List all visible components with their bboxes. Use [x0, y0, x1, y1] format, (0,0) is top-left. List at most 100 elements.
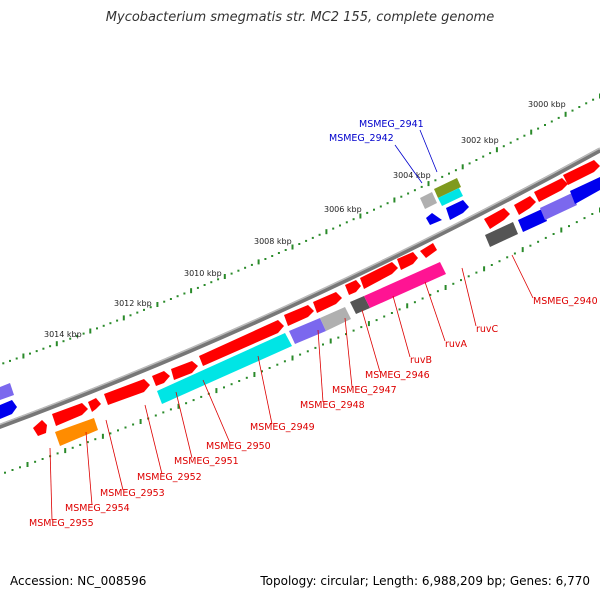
minor-tick	[86, 441, 89, 444]
minor-tick	[169, 408, 172, 411]
gene-arrow-blue[interactable]	[446, 200, 469, 220]
minor-tick	[529, 244, 532, 247]
gene-label[interactable]: MSMEG_2948	[300, 400, 365, 411]
gene-block-magenta[interactable]	[364, 262, 446, 308]
minor-tick	[203, 284, 206, 286]
minor-tick	[261, 370, 263, 373]
minor-tick	[305, 239, 308, 242]
gene-arrow[interactable]	[514, 196, 536, 215]
gene-arrow[interactable]	[52, 403, 88, 426]
genome-backbone	[0, 147, 600, 429]
minor-tick	[276, 363, 279, 366]
gene-arrow-blue[interactable]	[0, 400, 17, 419]
leader-line	[317, 329, 324, 403]
minor-tick	[523, 134, 526, 137]
gene-label[interactable]: MSMEG_2942	[329, 133, 394, 144]
minor-tick	[162, 411, 165, 414]
gene-label[interactable]: MSMEG_2941	[359, 119, 424, 130]
genome-backbone-highlight	[0, 147, 600, 426]
gene-block-orange[interactable]	[55, 418, 98, 446]
minor-tick	[537, 240, 540, 243]
leader-line	[175, 391, 193, 459]
minor-tick	[200, 395, 203, 398]
scale-ring	[2, 93, 600, 365]
minor-tick	[544, 124, 546, 126]
minor-tick	[237, 269, 240, 272]
minor-tick	[42, 347, 45, 350]
gene-label[interactable]: MSMEG_2954	[65, 503, 130, 514]
gene-block-blue[interactable]	[570, 177, 600, 204]
gene-label[interactable]: MSMEG_2946	[365, 370, 430, 381]
major-tick	[521, 247, 524, 253]
gene-arrow[interactable]	[104, 379, 150, 405]
gene-arrow[interactable]	[534, 178, 568, 202]
minor-tick	[550, 120, 553, 123]
gene-label[interactable]: ruvB	[410, 355, 432, 366]
gene-arrow[interactable]	[284, 305, 314, 326]
gene-block-gray[interactable]	[420, 192, 437, 209]
major-tick	[560, 227, 563, 233]
gene-arrow[interactable]	[199, 320, 284, 366]
major-tick	[359, 213, 362, 219]
gene-block-darkgray[interactable]	[350, 296, 370, 314]
gene-arrow[interactable]	[484, 208, 510, 229]
minor-tick	[592, 98, 595, 101]
gene-label[interactable]: MSMEG_2950	[206, 441, 271, 452]
gene-block-blue[interactable]	[518, 209, 547, 232]
gene-arrow[interactable]	[313, 292, 342, 313]
gene-arrow[interactable]	[152, 371, 170, 386]
minor-tick	[390, 312, 393, 314]
gene-arrow[interactable]	[345, 280, 361, 295]
gene-block-gray[interactable]	[320, 307, 351, 331]
minor-tick	[352, 329, 355, 332]
gene-block-cyan[interactable]	[157, 333, 292, 404]
major-tick	[257, 259, 260, 265]
minor-tick	[109, 322, 112, 325]
minor-tick	[283, 360, 286, 363]
gene-arrow[interactable]	[420, 243, 437, 258]
gene-arrow[interactable]	[171, 361, 198, 380]
gene-arrow[interactable]	[360, 262, 398, 289]
gene-label[interactable]: MSMEG_2949	[250, 422, 315, 433]
kbp-label: 3004 kbp	[393, 171, 431, 180]
gene-label[interactable]: MSMEG_2952	[137, 472, 202, 483]
minor-tick	[386, 202, 389, 205]
minor-tick	[183, 292, 186, 295]
minor-tick	[513, 252, 516, 255]
gene-label[interactable]: MSMEG_2955	[29, 518, 94, 529]
kbp-label: 3006 kbp	[324, 205, 362, 214]
leader-line	[511, 254, 534, 299]
minor-tick	[102, 324, 105, 327]
gene-block-purple[interactable]	[540, 193, 577, 220]
minor-tick	[332, 227, 335, 230]
major-tick	[291, 244, 294, 250]
leader-line	[257, 355, 273, 425]
gene-arrow[interactable]	[88, 398, 101, 412]
gene-block-purple[interactable]	[289, 318, 326, 344]
gene-arrow-blue[interactable]	[426, 213, 442, 225]
gene-block-purple[interactable]	[0, 383, 14, 400]
gene-label[interactable]: ruvA	[445, 339, 468, 350]
gene-label[interactable]: MSMEG_2947	[332, 385, 397, 396]
gene-label[interactable]: MSMEG_2940	[533, 296, 598, 307]
minor-tick	[192, 399, 195, 402]
leader-line	[85, 431, 93, 506]
gene-arrow[interactable]	[33, 420, 47, 436]
gene-label[interactable]: ruvC	[476, 324, 499, 335]
minor-tick	[383, 315, 386, 318]
gene-label[interactable]: MSMEG_2951	[174, 456, 239, 467]
minor-tick	[502, 145, 505, 148]
minor-tick	[578, 106, 581, 108]
minor-tick	[75, 335, 78, 338]
major-tick	[101, 433, 104, 439]
gene-block-cyan[interactable]	[438, 188, 463, 206]
minor-tick	[238, 380, 241, 382]
minor-tick	[244, 266, 247, 269]
leader-line	[202, 379, 231, 444]
map-title: Mycobacterium smegmatis str. MC2 155, co…	[105, 10, 495, 25]
gene-label[interactable]: MSMEG_2953	[100, 488, 165, 499]
gene-arrow[interactable]	[397, 252, 418, 270]
gene-block-olive[interactable]	[434, 178, 461, 198]
gene-block-darkgray[interactable]	[485, 222, 518, 247]
gene-arrow[interactable]	[563, 160, 600, 185]
